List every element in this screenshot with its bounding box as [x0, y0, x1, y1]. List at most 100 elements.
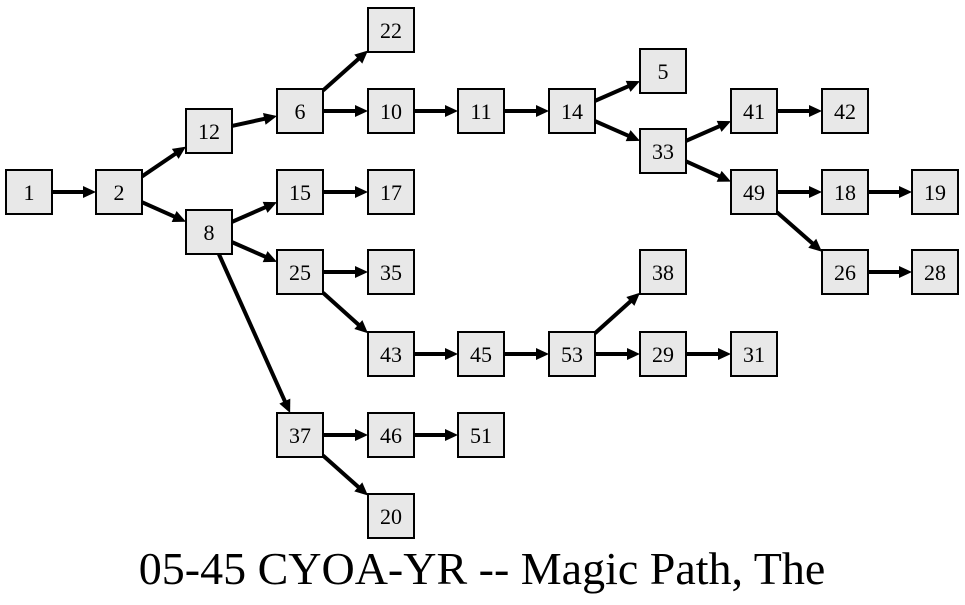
node-35: 35 [367, 249, 415, 295]
node-label: 1 [24, 180, 35, 205]
node-box [639, 331, 687, 377]
edge-46-51 [414, 429, 458, 441]
arrowhead [262, 251, 277, 263]
node-26: 26 [821, 249, 869, 295]
edge-33-41 [685, 120, 731, 143]
arrowhead [625, 80, 640, 92]
node-box [821, 169, 869, 215]
node-label: 17 [380, 180, 402, 205]
node-box [911, 169, 959, 215]
node-label: 41 [743, 99, 765, 124]
diagram-title: 05-45 CYOA-YR -- Magic Path, The [139, 543, 826, 594]
edge-29-31 [686, 348, 731, 360]
node-10: 10 [367, 88, 415, 134]
node-box [367, 412, 415, 458]
node-51: 51 [457, 412, 505, 458]
node-label: 42 [834, 99, 856, 124]
node-33: 33 [639, 128, 687, 174]
node-box [730, 331, 778, 377]
node-38: 38 [639, 249, 687, 295]
node-8: 8 [185, 209, 233, 255]
edge-line [141, 200, 177, 220]
edge-6-10 [323, 105, 368, 117]
edge-line [231, 240, 268, 260]
node-37: 37 [276, 412, 324, 458]
edge-33-49 [685, 159, 731, 182]
node-label: 38 [652, 260, 674, 285]
node-box [367, 7, 415, 53]
edge-37-20 [321, 453, 368, 496]
node-label: 18 [834, 180, 856, 205]
node-label: 8 [204, 220, 215, 245]
arrowhead [279, 398, 291, 413]
edge-6-22 [321, 50, 368, 93]
edge-11-14 [504, 105, 549, 117]
arrowhead [536, 105, 549, 117]
arrowhead [809, 186, 822, 198]
node-label: 19 [924, 180, 946, 205]
node-box [730, 169, 778, 215]
node-label: 29 [652, 342, 674, 367]
node-2: 2 [95, 169, 143, 215]
arrowhead [171, 211, 186, 222]
node-label: 53 [561, 342, 583, 367]
node-label: 14 [561, 99, 583, 124]
edge-15-17 [323, 186, 368, 198]
edge-8-37 [217, 253, 291, 413]
node-label: 31 [743, 342, 765, 367]
node-box [95, 169, 143, 215]
node-label: 33 [652, 139, 674, 164]
edge-line [775, 210, 816, 247]
edge-53-38 [593, 292, 640, 335]
edge-line [321, 453, 362, 490]
node-box [457, 412, 505, 458]
edge-line [217, 253, 288, 404]
node-box [276, 88, 324, 134]
node-box [457, 331, 505, 377]
node-label: 35 [380, 260, 402, 285]
node-box [367, 88, 415, 134]
arrowhead [355, 186, 368, 198]
node-31: 31 [730, 331, 778, 377]
node-28: 28 [911, 249, 959, 295]
arrowhead [171, 146, 186, 159]
node-label: 10 [380, 99, 402, 124]
node-label: 5 [658, 59, 669, 84]
node-label: 45 [470, 342, 492, 367]
node-42: 42 [821, 88, 869, 134]
arrowhead [899, 186, 912, 198]
node-41: 41 [730, 88, 778, 134]
arrowhead [716, 170, 731, 182]
node-box [276, 169, 324, 215]
node-box [639, 249, 687, 295]
node-5: 5 [639, 48, 687, 94]
arrowhead [354, 50, 368, 64]
node-22: 22 [367, 7, 415, 53]
edge-line [685, 159, 722, 179]
node-box [367, 493, 415, 539]
arrowhead [263, 112, 277, 125]
node-box [639, 128, 687, 174]
node-12: 12 [185, 108, 233, 154]
edge-49-18 [777, 186, 822, 198]
node-box [367, 249, 415, 295]
node-label: 20 [380, 504, 402, 529]
edge-49-26 [775, 210, 822, 252]
edge-25-35 [323, 266, 368, 278]
node-label: 25 [289, 260, 311, 285]
node-label: 22 [380, 18, 402, 43]
arrowhead [445, 348, 458, 360]
node-box [185, 209, 233, 255]
edge-line [594, 83, 631, 103]
node-19: 19 [911, 169, 959, 215]
node-box [276, 412, 324, 458]
arrowhead [899, 266, 912, 278]
node-49: 49 [730, 169, 778, 215]
edge-25-43 [321, 291, 368, 334]
arrowhead [445, 105, 458, 117]
edge-8-15 [231, 201, 277, 224]
arrowhead [355, 266, 368, 278]
node-box [5, 169, 53, 215]
edge-line [593, 298, 634, 335]
